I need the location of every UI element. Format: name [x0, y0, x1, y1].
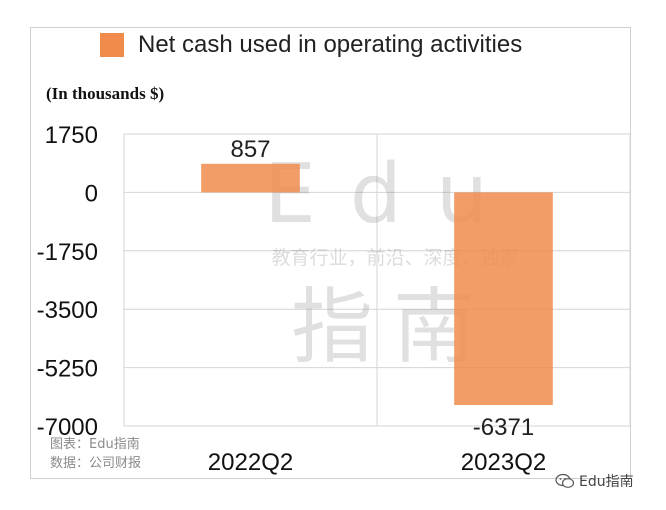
- legend-label: Net cash used in operating activities: [138, 31, 523, 58]
- y-tick-label: -5250: [37, 356, 98, 383]
- x-category-label: 2022Q2: [208, 449, 293, 476]
- watermark-logo: Edu: [264, 147, 522, 242]
- data-source: 数据：公司财报: [50, 456, 142, 471]
- y-tick-label: -7000: [37, 414, 98, 441]
- brand-label: Edu指南: [579, 474, 634, 490]
- bar-2022Q2: [201, 163, 300, 193]
- source-note: 图表：Edu指南 数据：公司财报: [50, 435, 141, 473]
- legend-swatch: [100, 33, 124, 57]
- chart-credit: 图表：Edu指南: [50, 437, 140, 452]
- y-tick-label: 0: [85, 180, 98, 207]
- watermark-name: 指南: [291, 280, 495, 375]
- bar-2023Q2: [454, 192, 553, 406]
- wechat-icon: [555, 473, 575, 488]
- data-label-2022Q2: 857: [230, 136, 270, 163]
- brand-mark: Edu指南: [555, 471, 634, 491]
- y-tick-label: -1750: [37, 239, 98, 266]
- legend: Net cash used in operating activities: [100, 30, 522, 60]
- x-category-label: 2023Q2: [461, 449, 546, 476]
- y-tick-label: -3500: [37, 297, 98, 324]
- y-axis-unit-label: (In thousands $): [46, 84, 165, 103]
- data-label-2023Q2: -6371: [473, 414, 534, 441]
- y-tick-label: 1750: [45, 122, 98, 149]
